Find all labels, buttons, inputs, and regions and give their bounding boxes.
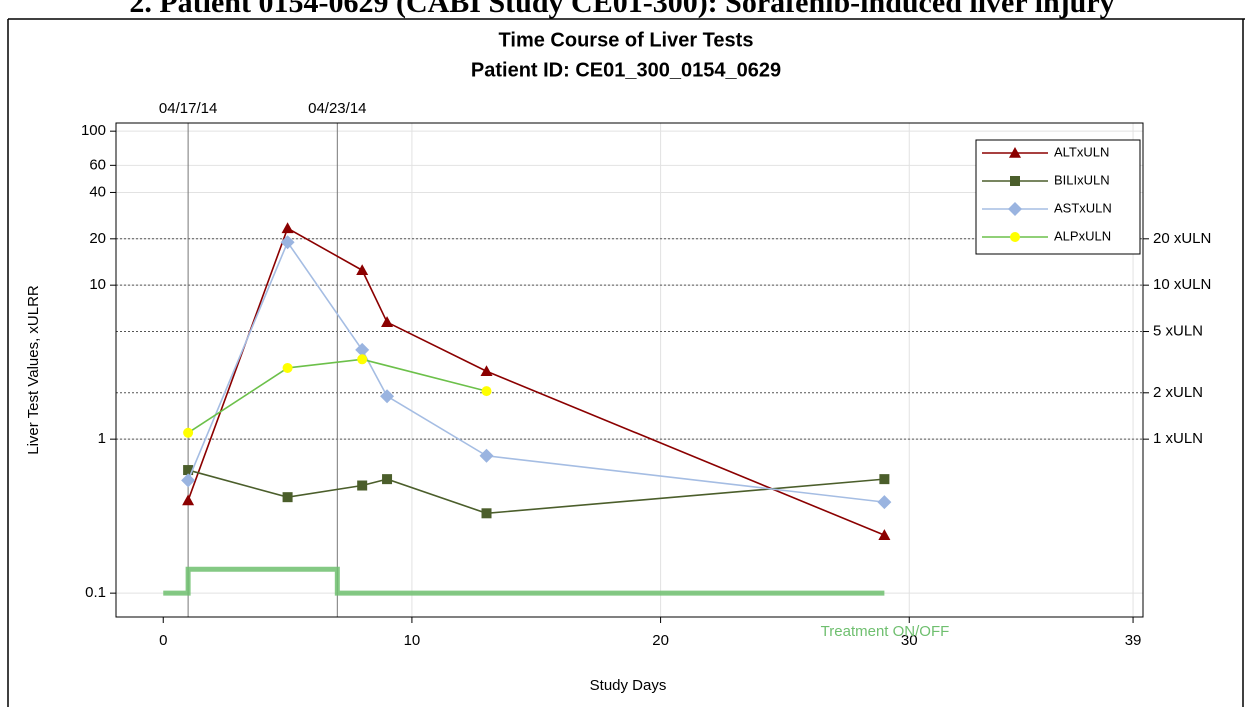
marker <box>1008 202 1022 216</box>
series-line <box>187 227 885 536</box>
y2-tick-label: 2 xULN <box>1153 384 1203 401</box>
marker <box>183 427 194 438</box>
x-tick-label: 10 <box>404 632 421 649</box>
x-tick-label: 39 <box>1125 632 1142 649</box>
legend-label: BILIxULN <box>1054 172 1110 187</box>
marker <box>355 342 370 357</box>
marker <box>357 354 368 365</box>
y-tick-label: 1 <box>98 430 106 447</box>
marker <box>1010 176 1020 186</box>
marker <box>1010 232 1020 242</box>
y-tick-label: 40 <box>89 183 106 200</box>
legend-label: ASTxULN <box>1054 200 1112 215</box>
y-tick-label: 0.1 <box>85 584 106 601</box>
y-axis-label: Liver Test Values, xULRR <box>25 285 42 455</box>
marker <box>281 222 294 234</box>
marker <box>356 264 369 276</box>
marker <box>380 389 395 404</box>
treatment-line <box>163 566 885 596</box>
y-tick-label: 100 <box>81 122 106 139</box>
chart-subtitle: Patient ID: CE01_300_0154_0629 <box>471 59 781 81</box>
y2-tick-label: 20 xULN <box>1153 230 1211 247</box>
x-tick-label: 20 <box>652 632 669 649</box>
marker <box>282 492 293 503</box>
marker <box>878 529 891 540</box>
marker <box>381 316 394 327</box>
y2-tick-label: 5 xULN <box>1153 322 1203 339</box>
treatment-label: Treatment ON/OFF <box>821 623 950 640</box>
x-tick-label: 0 <box>159 632 167 649</box>
y-tick-label: 20 <box>89 230 106 247</box>
marker <box>479 448 494 463</box>
chart-title: Time Course of Liver Tests <box>499 29 754 51</box>
marker <box>280 235 295 250</box>
legend-label: ALPxULN <box>1054 228 1111 243</box>
marker <box>357 480 368 491</box>
marker <box>481 386 492 397</box>
legend-label: ALTxULN <box>1054 144 1109 159</box>
marker <box>877 495 892 510</box>
x-axis-label: Study Days <box>590 677 667 694</box>
plot-area <box>115 122 1144 618</box>
series-line <box>187 469 885 515</box>
marker <box>879 474 890 485</box>
series-line <box>187 240 885 503</box>
legend-box <box>975 139 1141 255</box>
marker <box>183 465 194 476</box>
series-line <box>187 358 487 434</box>
marker <box>480 365 493 377</box>
marker <box>282 362 293 373</box>
x-tick-label: 30 <box>901 632 918 649</box>
y2-tick-label: 10 xULN <box>1153 276 1211 293</box>
marker <box>1009 147 1021 158</box>
y2-tick-label: 1 xULN <box>1153 430 1203 447</box>
date-label: 04/17/14 <box>159 100 217 117</box>
date-label: 04/23/14 <box>308 100 366 117</box>
marker <box>182 494 195 506</box>
y-tick-label: 10 <box>89 276 106 293</box>
marker <box>382 474 393 485</box>
page-header: 2. Patient 0154-0629 (CABI Study CE01-30… <box>129 0 1114 19</box>
marker <box>481 508 492 519</box>
marker <box>181 473 196 488</box>
y-tick-label: 60 <box>89 156 106 173</box>
